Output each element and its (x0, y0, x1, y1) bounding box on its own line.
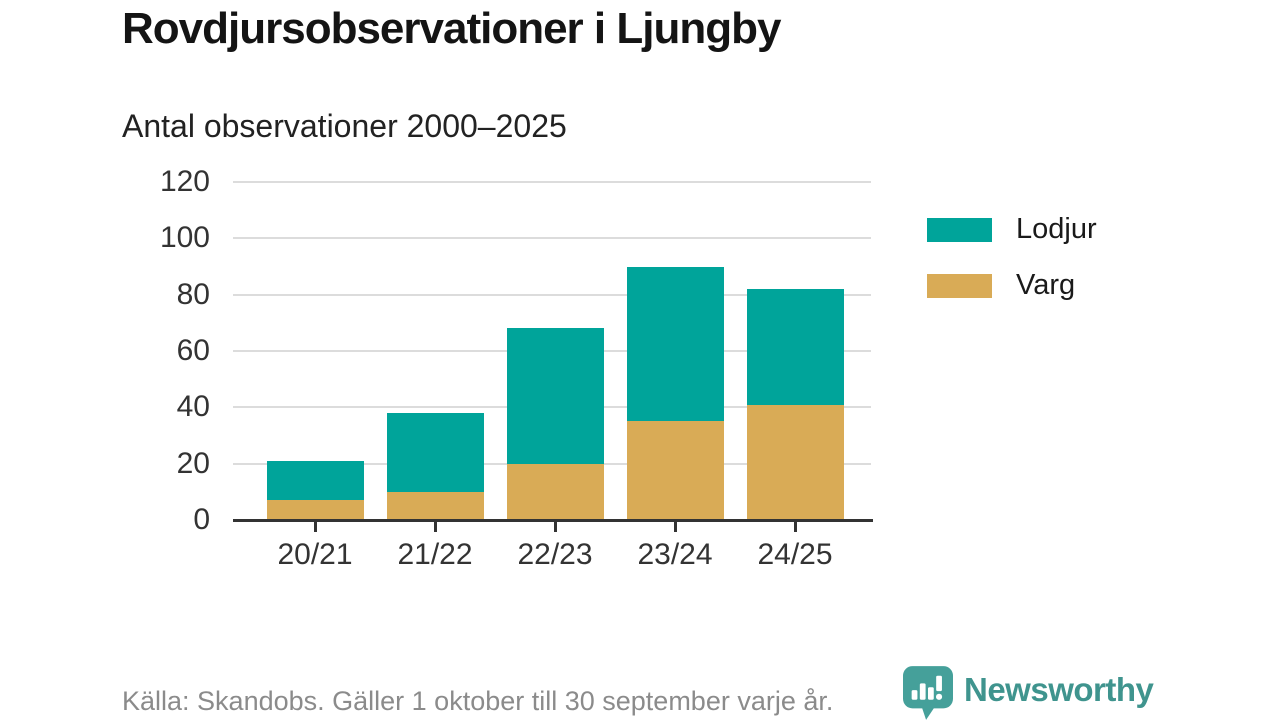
newsworthy-logo-icon (903, 666, 953, 720)
y-axis-labels: 0 20 40 60 80 100 120 (100, 165, 210, 536)
legend-item-lodjur: Lodjur (927, 213, 1097, 246)
chart-subtitle: Antal observationer 2000–2025 (122, 108, 567, 144)
bar-segment-lodjur (626, 266, 724, 422)
bar-segment-varg (266, 500, 364, 520)
bar-20/21 (266, 460, 364, 520)
bar-segment-lodjur (386, 412, 484, 492)
y-tick-label: 120 (159, 165, 210, 198)
bar-segment-lodjur (266, 460, 364, 501)
x-axis-labels: 20/21 21/22 22/23 23/24 24/25 (233, 538, 871, 578)
legend: Lodjur Varg (927, 213, 1097, 325)
x-axis-ticks (233, 522, 871, 534)
gridline (233, 181, 871, 183)
x-tick-label: 21/22 (397, 538, 473, 571)
varg-swatch (927, 273, 992, 298)
y-tick-label: 40 (176, 390, 210, 424)
lodjur-swatch (927, 217, 992, 242)
y-tick-label: 80 (176, 277, 210, 311)
y-tick-label: 0 (193, 503, 210, 536)
bar-21/22 (386, 412, 484, 520)
y-tick-label: 20 (176, 446, 210, 480)
plot-area (233, 181, 871, 520)
gridline (233, 293, 871, 296)
bar-22/23 (506, 328, 604, 520)
brand-name: Newsworthy (964, 671, 1154, 708)
legend-label-varg: Varg (1016, 269, 1076, 301)
x-tick (313, 522, 317, 532)
bar-segment-varg (386, 491, 484, 520)
x-tick (553, 522, 557, 532)
x-tick-label: 22/23 (517, 538, 593, 571)
x-tick (433, 522, 437, 532)
bar-segment-varg (746, 404, 844, 520)
chart-title: Rovdjursobservationer i Ljungby (122, 4, 781, 53)
x-axis-line (233, 519, 873, 522)
x-tick-label: 23/24 (637, 538, 713, 571)
bar-23/24 (626, 266, 724, 520)
bar-segment-lodjur (506, 328, 604, 464)
x-tick-label: 24/25 (757, 538, 833, 571)
legend-item-varg: Varg (927, 269, 1097, 302)
bar-24/25 (746, 289, 844, 520)
gridline (233, 237, 871, 240)
brand-lockup: Newsworthy (903, 666, 1154, 720)
legend-label-lodjur: Lodjur (1016, 213, 1097, 245)
bar-segment-lodjur (746, 289, 844, 405)
y-tick-label: 100 (159, 221, 210, 255)
x-tick (793, 522, 797, 532)
source-note: Källa: Skandobs. Gäller 1 oktober till 3… (122, 686, 834, 716)
y-tick-label: 60 (176, 334, 210, 367)
bar-segment-varg (626, 421, 724, 520)
x-tick-label: 20/21 (277, 538, 353, 571)
bar-segment-varg (506, 463, 604, 520)
x-tick (673, 522, 677, 532)
